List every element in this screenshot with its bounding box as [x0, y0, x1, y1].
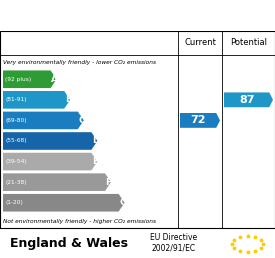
Polygon shape: [180, 113, 220, 128]
Text: B: B: [65, 95, 72, 104]
Polygon shape: [3, 173, 111, 191]
Text: Current: Current: [184, 38, 216, 47]
Polygon shape: [3, 91, 70, 109]
Text: Very environmentally friendly - lower CO₂ emissions: Very environmentally friendly - lower CO…: [3, 60, 156, 65]
Text: EU Directive
2002/91/EC: EU Directive 2002/91/EC: [150, 233, 197, 253]
Text: Environmental Impact (CO₂) Rating: Environmental Impact (CO₂) Rating: [21, 9, 254, 22]
Text: (21-38): (21-38): [5, 180, 27, 185]
Text: England & Wales: England & Wales: [10, 237, 128, 250]
Text: Not environmentally friendly - higher CO₂ emissions: Not environmentally friendly - higher CO…: [3, 219, 156, 224]
Text: (81-91): (81-91): [5, 97, 26, 102]
Polygon shape: [224, 92, 273, 107]
Polygon shape: [3, 132, 97, 150]
Text: 87: 87: [239, 95, 254, 105]
Text: Potential: Potential: [230, 38, 267, 47]
Text: E: E: [92, 157, 98, 166]
Text: (1-20): (1-20): [5, 200, 23, 205]
Text: D: D: [92, 136, 99, 146]
Text: (69-80): (69-80): [5, 118, 27, 123]
Text: C: C: [78, 116, 85, 125]
Text: (55-68): (55-68): [5, 139, 27, 143]
Polygon shape: [3, 112, 84, 129]
Text: 72: 72: [190, 115, 206, 125]
Text: F: F: [106, 178, 112, 187]
Text: G: G: [119, 198, 127, 207]
Polygon shape: [3, 194, 125, 212]
Text: (92 plus): (92 plus): [5, 77, 31, 82]
Polygon shape: [3, 70, 57, 88]
Polygon shape: [3, 153, 97, 170]
Text: (39-54): (39-54): [5, 159, 27, 164]
Text: A: A: [51, 75, 58, 84]
